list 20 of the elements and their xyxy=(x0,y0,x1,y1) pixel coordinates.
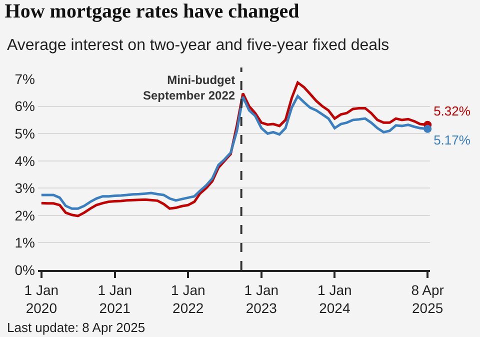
x-tick-label: 1 Jan 2020 xyxy=(24,282,59,316)
x-tick-label: 1 Jan 2022 xyxy=(171,282,206,316)
text: Last update: 8 Apr 2025 xyxy=(7,320,146,335)
y-tick-label: 1% xyxy=(14,234,35,251)
x-tick-label: 1 Jan 2021 xyxy=(98,282,132,316)
ref-line-label: Mini-budget September 2022 xyxy=(143,73,236,103)
chart-title: How mortgage rates have changed xyxy=(4,0,300,22)
x-tick-label: 1 Jan 2024 xyxy=(318,282,352,316)
y-tick-label: 0% xyxy=(14,262,35,278)
data-label: 5.17% xyxy=(434,132,471,148)
x-tick-label: 1 Jan 2023 xyxy=(244,282,279,316)
y-tick-label: 3% xyxy=(14,180,35,196)
y-tick-label: 6% xyxy=(14,98,35,114)
data-label: 5.32% xyxy=(434,104,471,119)
y-tick-label: 4% xyxy=(14,152,35,169)
x-tick-label: 8 Apr 2025 xyxy=(411,282,444,316)
y-tick-label: 7% xyxy=(14,70,35,87)
y-tick-label: 2% xyxy=(14,207,35,224)
chart-subtitle: Average interest on two-year and five-year fixed deals xyxy=(7,37,390,54)
y-tick-label: 5% xyxy=(14,125,35,142)
